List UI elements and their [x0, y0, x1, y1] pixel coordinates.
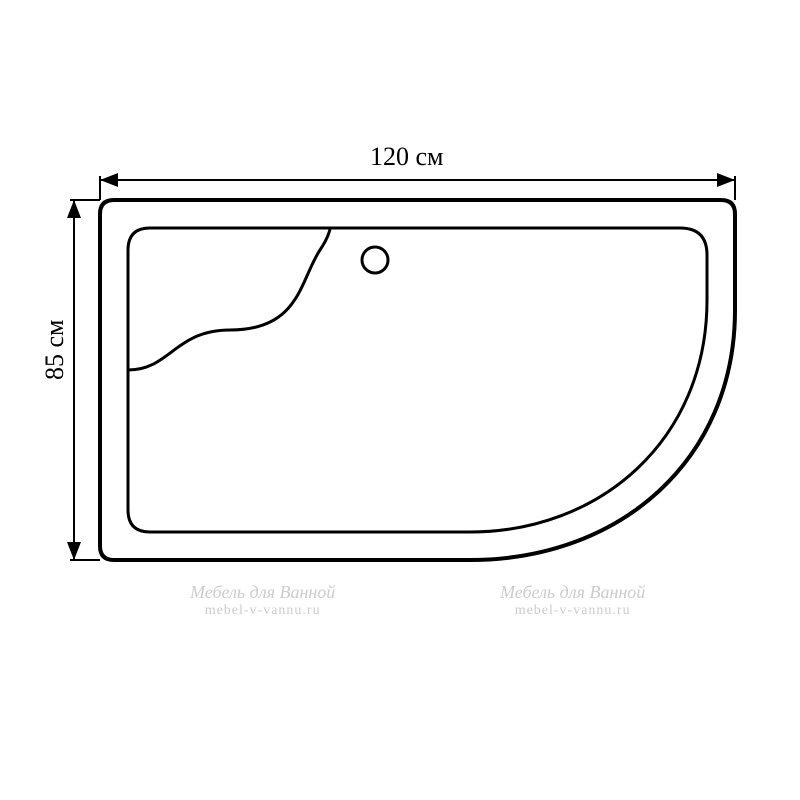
width-dimension — [100, 173, 735, 200]
watermark-2: Мебель для Ванной mebel-v-vannu.ru — [500, 582, 645, 619]
watermark-1: Мебель для Ванной mebel-v-vannu.ru — [190, 582, 335, 619]
height-label: 85 см — [40, 320, 70, 381]
width-label: 120 см — [370, 142, 444, 172]
diagram-container: 120 см 85 см Мебель для Ванной mebel-v-v… — [0, 0, 800, 800]
tub-outer-outline — [100, 200, 735, 560]
watermark-url: mebel-v-vannu.ru — [190, 603, 335, 619]
tub-inner-outline — [128, 228, 707, 532]
height-dimension — [67, 200, 100, 560]
bathtub-diagram — [0, 0, 800, 800]
drain-icon — [362, 247, 388, 273]
watermark-url: mebel-v-vannu.ru — [500, 603, 645, 619]
tub-seat-curve — [128, 228, 330, 370]
watermark-title: Мебель для Ванной — [190, 582, 335, 603]
watermark-title: Мебель для Ванной — [500, 582, 645, 603]
